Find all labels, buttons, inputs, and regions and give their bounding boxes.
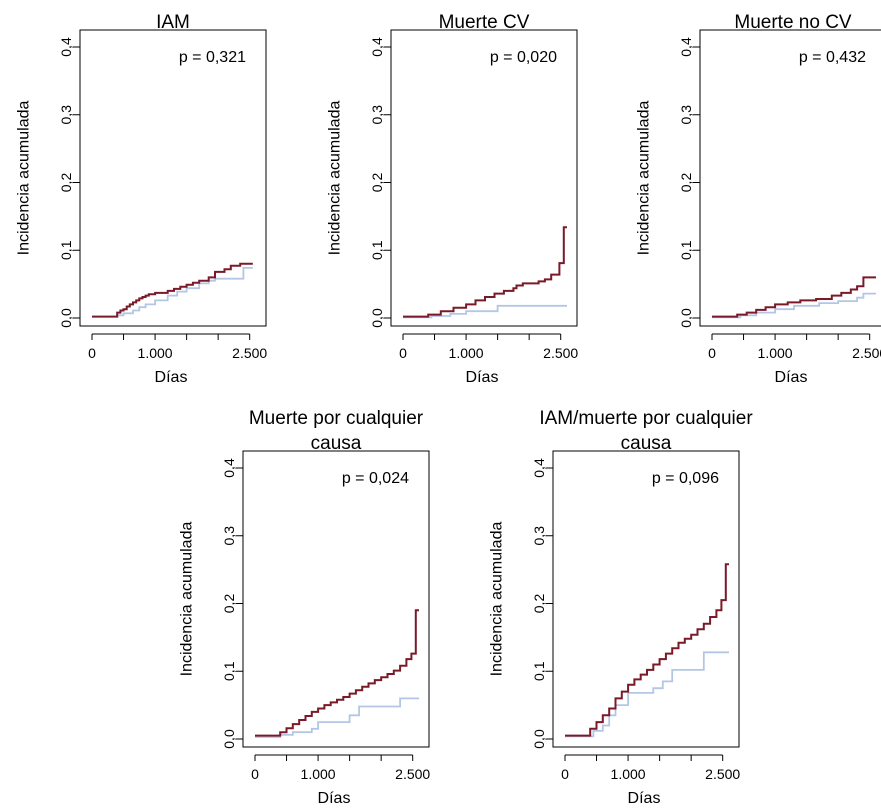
panel-4-xtick-label-1: 1.000 [301, 766, 336, 782]
panel-5-ytick-label-4: 0,4 [531, 458, 547, 478]
panel-3-title-line-1: Muerte no CV [734, 12, 852, 33]
panel-5-ytick-label-3: 0,3 [531, 526, 547, 546]
panel-2-ylabel: Incidencia acumulada [327, 101, 344, 256]
panel-3-xlabel: Días [775, 369, 808, 386]
panel-3-xtick-label-0: 0 [708, 345, 716, 361]
panel-3-ytick-label-0: 0,0 [678, 308, 694, 328]
panel-5-xtick-label-1: 1.000 [611, 766, 646, 782]
panel-4-ylabel: Incidencia acumulada [179, 522, 196, 677]
panel-4-title-line-2: causa [311, 433, 362, 454]
panel-1-xtick-label-0: 0 [88, 345, 96, 361]
panel-3-ylabel: Incidencia acumulada [636, 101, 653, 256]
panel-5-series-treatment [565, 563, 729, 737]
panel-2-plot-frame [390, 29, 578, 327]
panel-1-ytick-label-4: 0,4 [58, 37, 74, 57]
panel-1-ytick-label-1: 0,1 [58, 240, 74, 260]
panel-1-xtick-label-2: 2.500 [232, 345, 267, 361]
panel-5-title-line-2: causa [621, 433, 672, 454]
panel-2-p-value: p = 0,020 [490, 49, 557, 66]
panel-1-p-value: p = 0,321 [179, 49, 246, 66]
panel-4-title-line-1: Muerte por cualquier [249, 408, 424, 429]
panel-3-xtick-label-1: 1.000 [758, 345, 793, 361]
panel-3-ytick-label-1: 0,1 [678, 240, 694, 260]
panel-4-ytick-label-3: 0,3 [221, 526, 237, 546]
panel-2-xtick-label-0: 0 [399, 345, 407, 361]
panel-5-p-value: p = 0,096 [652, 470, 719, 487]
panel-2-series-treatment [403, 226, 567, 318]
panel-2-ytick-label-2: 0,2 [369, 173, 385, 193]
panel-5-ytick-label-2: 0,2 [531, 594, 547, 614]
panel-5-title-line-1: IAM/muerte por cualquier [539, 408, 753, 429]
panel-3-plot-frame [699, 29, 881, 327]
panel-2-xtick-label-2: 2.500 [543, 345, 578, 361]
panel-5-xlabel: Días [628, 790, 661, 807]
panel-1-series-control [92, 267, 253, 318]
panel-2-ytick-label-0: 0,0 [369, 308, 385, 328]
panel-2-ytick-label-3: 0,3 [369, 105, 385, 125]
panel-1-xlabel: Días [155, 369, 188, 386]
panel-1-ylabel: Incidencia acumulada [16, 101, 33, 256]
panel-3-ytick-label-3: 0,3 [678, 105, 694, 125]
panel-1-ytick-label-3: 0,3 [58, 105, 74, 125]
panel-3-ytick-label-4: 0,4 [678, 37, 694, 57]
panel-2-title-line-1: Muerte CV [439, 12, 530, 33]
panel-3-ytick-label-2: 0,2 [678, 173, 694, 193]
panel-5-ytick-label-1: 0,1 [531, 661, 547, 681]
panel-1-title-line-1: IAM [156, 12, 190, 33]
panel-1-ytick-label-2: 0,2 [58, 173, 74, 193]
panel-3-series-treatment [712, 276, 876, 318]
panel-4-xtick-label-2: 2.500 [395, 766, 430, 782]
panel-4-ytick-label-4: 0,4 [221, 458, 237, 478]
panel-2-series-control [403, 304, 567, 319]
panel-3-p-value: p = 0,432 [799, 49, 866, 66]
panel-2-ytick-label-4: 0,4 [369, 37, 385, 57]
panel-2-xlabel: Días [466, 369, 499, 386]
panel-2-ytick-label-1: 0,1 [369, 240, 385, 260]
panel-5-plot-frame [552, 450, 740, 748]
panel-2-xtick-label-1: 1.000 [449, 345, 484, 361]
panel-4-plot-frame [242, 450, 430, 748]
panel-1-plot-frame [79, 29, 267, 327]
panel-5-xtick-label-0: 0 [561, 766, 569, 782]
panel-4-ytick-label-2: 0,2 [221, 594, 237, 614]
panel-4-ytick-label-0: 0,0 [221, 729, 237, 749]
panel-5-ytick-label-0: 0,0 [531, 729, 547, 749]
panel-1-ytick-label-0: 0,0 [58, 308, 74, 328]
panel-4-p-value: p = 0,024 [342, 470, 409, 487]
panel-1-xtick-label-1: 1.000 [138, 345, 173, 361]
panel-5-ylabel: Incidencia acumulada [489, 522, 506, 677]
panel-4-xlabel: Días [318, 790, 351, 807]
panel-3-xtick-label-2: 2.500 [852, 345, 881, 361]
panel-5-xtick-label-2: 2.500 [705, 766, 740, 782]
panel-5-series-control [565, 651, 729, 738]
panel-4-series-control [255, 697, 419, 738]
panel-4-ytick-label-1: 0,1 [221, 661, 237, 681]
panel-1-series-treatment [92, 262, 253, 318]
panel-4-xtick-label-0: 0 [251, 766, 259, 782]
panel-4-series-treatment [255, 609, 419, 737]
